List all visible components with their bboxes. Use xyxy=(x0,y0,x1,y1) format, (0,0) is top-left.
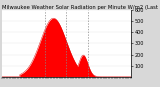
Text: Milwaukee Weather Solar Radiation per Minute W/m2 (Last 24 Hours): Milwaukee Weather Solar Radiation per Mi… xyxy=(2,5,160,10)
